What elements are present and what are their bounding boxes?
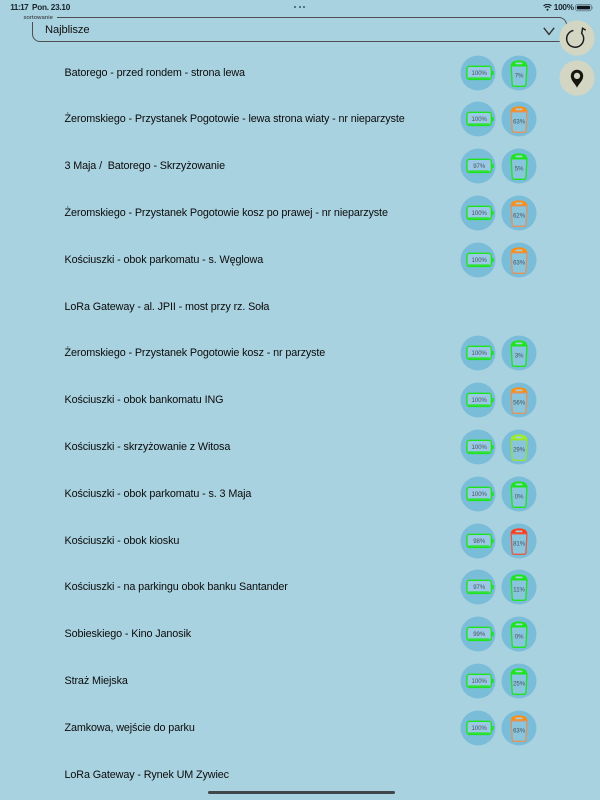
svg-text:100%: 100% [471,492,487,498]
svg-text:56%: 56% [513,400,526,406]
svg-text:100%: 100% [471,117,487,123]
svg-text:100%: 100% [471,398,487,404]
svg-text:98%: 98% [473,539,486,545]
svg-text:3%: 3% [515,354,524,360]
svg-text:100%: 100% [471,351,487,357]
svg-text:100%: 100% [471,445,487,451]
svg-text:29%: 29% [513,447,526,453]
svg-text:63%: 63% [513,728,526,734]
svg-text:100%: 100% [471,258,487,264]
svg-text:63%: 63% [513,120,526,126]
svg-text:7%: 7% [515,73,524,79]
svg-text:100%: 100% [471,71,487,77]
svg-text:11%: 11% [513,588,525,594]
svg-text:99%: 99% [473,632,486,638]
svg-text:100%: 100% [471,679,487,685]
svg-text:81%: 81% [513,541,526,547]
svg-text:100%: 100% [471,211,487,217]
svg-text:63%: 63% [513,260,526,266]
svg-text:97%: 97% [473,164,486,170]
svg-text:100%: 100% [471,726,487,732]
svg-text:0%: 0% [515,494,524,500]
svg-text:25%: 25% [513,681,526,687]
svg-text:97%: 97% [473,585,486,591]
svg-text:5%: 5% [515,166,524,172]
svg-text:0%: 0% [515,634,524,640]
svg-text:62%: 62% [513,213,526,219]
